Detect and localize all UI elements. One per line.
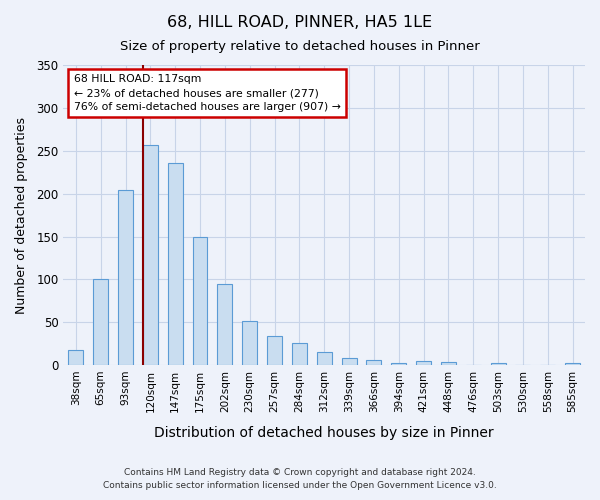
Bar [217,284,232,365]
Bar [292,343,307,365]
Bar [416,361,431,365]
Bar [391,362,406,365]
Text: Contains HM Land Registry data © Crown copyright and database right 2024.
Contai: Contains HM Land Registry data © Crown c… [103,468,497,490]
Text: 68 HILL ROAD: 117sqm
← 23% of detached houses are smaller (277)
76% of semi-deta: 68 HILL ROAD: 117sqm ← 23% of detached h… [74,74,341,112]
Bar [267,336,282,365]
Bar [341,358,356,365]
X-axis label: Distribution of detached houses by size in Pinner: Distribution of detached houses by size … [154,426,494,440]
Bar [118,190,133,365]
Text: 68, HILL ROAD, PINNER, HA5 1LE: 68, HILL ROAD, PINNER, HA5 1LE [167,15,433,30]
Bar [317,352,332,365]
Bar [68,350,83,365]
Bar [193,238,208,365]
Bar [565,364,580,365]
Bar [441,362,456,365]
Bar [491,364,506,365]
Bar [367,360,382,365]
Y-axis label: Number of detached properties: Number of detached properties [15,116,28,314]
Bar [143,144,158,365]
Bar [242,320,257,365]
Text: Size of property relative to detached houses in Pinner: Size of property relative to detached ho… [120,40,480,53]
Bar [93,280,108,365]
Bar [168,163,182,365]
